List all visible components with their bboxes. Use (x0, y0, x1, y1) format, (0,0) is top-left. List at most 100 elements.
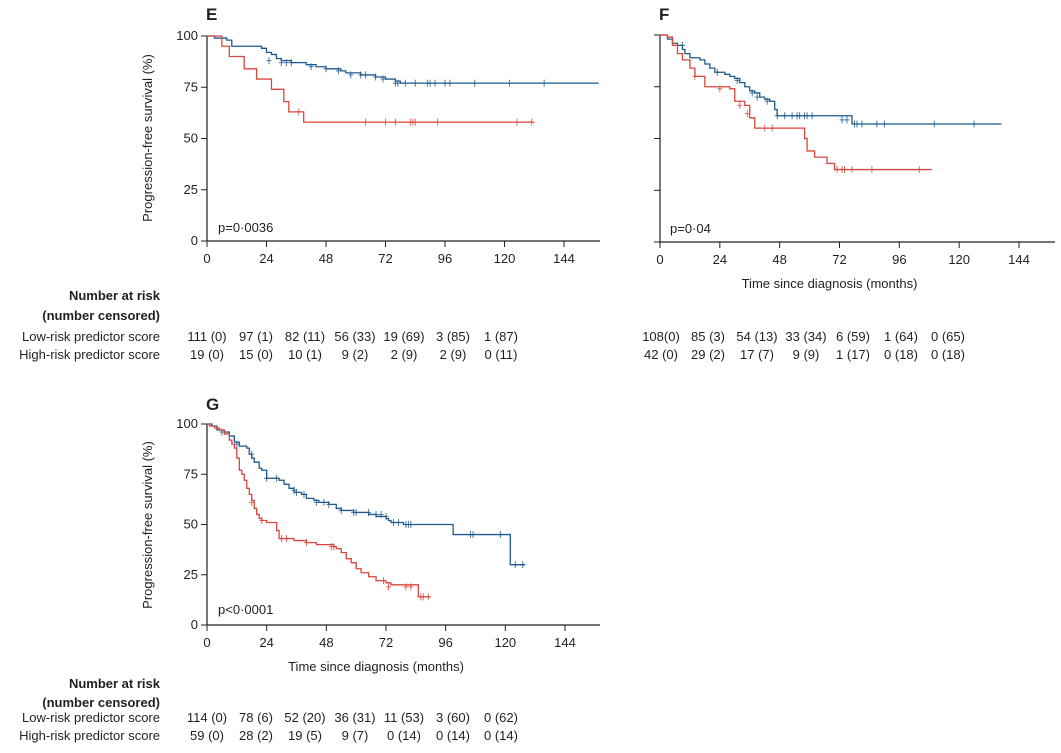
risk-row-label: Low-risk predictor score (22, 329, 160, 344)
risk-row-label: High-risk predictor score (19, 728, 160, 743)
risk-row-label: Low-risk predictor score (22, 710, 160, 725)
risk-table-e: Number at risk (number censored) Low-risk … (19, 288, 518, 362)
x-tick-label: 48 (319, 635, 333, 650)
y-tick-label: 25 (184, 182, 198, 197)
low-risk-curve (207, 423, 526, 566)
high-risk-curve (207, 35, 535, 123)
y-axis-label: Progression-free survival (%) (140, 54, 155, 222)
risk-cell: 0 (14) (387, 728, 421, 743)
risk-cell: 19 (5) (288, 728, 322, 743)
risk-cell: 3 (60) (436, 710, 470, 725)
risk-table-header: Number at risk (69, 676, 161, 691)
risk-cell: 11 (53) (384, 710, 424, 725)
x-tick-label: 96 (438, 635, 452, 650)
x-axis-label: Time since diagnosis (months) (742, 276, 918, 291)
risk-cell: 56 (33) (334, 329, 375, 344)
p-value-annotation: p=0·0036 (218, 220, 273, 235)
x-tick-label: 0 (203, 251, 210, 266)
risk-cell: 2 (9) (391, 347, 418, 362)
risk-cell: 0 (18) (931, 347, 965, 362)
risk-cell: 19 (0) (190, 347, 224, 362)
risk-cell: 0 (65) (931, 329, 965, 344)
risk-cell: 111 (0) (187, 329, 226, 344)
y-tick-label: 0 (191, 617, 198, 632)
risk-cell: 2 (9) (440, 347, 467, 362)
y-tick-label: 50 (184, 517, 198, 532)
risk-cell: 0 (14) (436, 728, 470, 743)
risk-cell: 9 (2) (342, 347, 369, 362)
high-risk-curve (207, 423, 431, 598)
y-tick-label: 0 (191, 233, 198, 248)
x-tick-label: 24 (259, 251, 273, 266)
risk-cell: 10 (1) (288, 347, 322, 362)
y-tick-label: 75 (184, 79, 198, 94)
risk-table-subheader: (number censored) (42, 695, 160, 710)
risk-cell: 1 (87) (484, 329, 518, 344)
low-risk-curve (660, 34, 1002, 125)
x-tick-label: 72 (378, 251, 392, 266)
risk-cell: 0 (18) (884, 347, 918, 362)
risk-cell: 3 (85) (436, 329, 470, 344)
risk-cell: 28 (2) (239, 728, 273, 743)
p-value-annotation: p=0·04 (670, 221, 711, 236)
low-risk-curve (207, 35, 599, 84)
y-tick-label: 100 (176, 28, 198, 43)
y-tick-label: 25 (184, 567, 198, 582)
risk-cell: 19 (69) (383, 329, 424, 344)
x-axis-label: Time since diagnosis (months) (288, 659, 464, 674)
y-tick-label: 50 (184, 131, 198, 146)
y-tick-label: 100 (176, 416, 198, 431)
x-tick-label: 120 (494, 251, 516, 266)
x-tick-label: 72 (379, 635, 393, 650)
risk-table-header: Number at risk (69, 288, 161, 303)
risk-cell: 108(0) (642, 329, 680, 344)
x-tick-label: 0 (203, 635, 210, 650)
panel-letter: E (206, 5, 217, 24)
risk-cell: 1 (17) (836, 347, 870, 362)
chart-panel-g: G 0 25 50 75 100 0 24 48 72 96 120 144 Progression-fr… (140, 395, 600, 674)
risk-cell: 59 (0) (190, 728, 224, 743)
risk-cell: 85 (3) (691, 329, 725, 344)
panel-letter: G (206, 395, 219, 414)
x-tick-label: 144 (553, 251, 575, 266)
high-risk-curve (660, 34, 932, 171)
x-tick-label: 144 (554, 635, 576, 650)
x-tick-label: 72 (832, 252, 846, 267)
risk-cell: 33 (34) (785, 329, 826, 344)
risk-cell: 6 (59) (836, 329, 870, 344)
y-axis-label: Progression-free survival (%) (140, 441, 155, 609)
panel-letter: F (659, 5, 669, 24)
risk-cell: 42 (0) (644, 347, 678, 362)
x-tick-label: 24 (259, 635, 273, 650)
x-tick-label: 48 (772, 252, 786, 267)
x-tick-label: 96 (892, 252, 906, 267)
risk-cell: 9 (9) (793, 347, 820, 362)
x-tick-label: 0 (656, 252, 663, 267)
risk-table-g: Number at risk (number censored)Low-risk … (19, 676, 518, 743)
chart-panel-e: E 0 25 50 75 100 0 24 48 72 96 120 144 Progression-fr… (140, 5, 600, 266)
chart-panel-f: F 0 24 48 72 96 120 144 Time since diagnosis (mo… (654, 5, 1055, 291)
x-tick-label: 96 (438, 251, 452, 266)
risk-cell: 1 (64) (884, 329, 918, 344)
risk-cell: 0 (14) (484, 728, 518, 743)
risk-cell: 82 (11) (285, 329, 325, 344)
risk-cell: 78 (6) (239, 710, 273, 725)
risk-cell: 9 (7) (342, 728, 369, 743)
risk-cell: 17 (7) (740, 347, 774, 362)
risk-cell: 97 (1) (239, 329, 273, 344)
x-tick-label: 48 (319, 251, 333, 266)
risk-cell: 0 (62) (484, 710, 518, 725)
risk-cell: 52 (20) (284, 710, 325, 725)
risk-cell: 54 (13) (736, 329, 777, 344)
x-tick-label: 144 (1008, 252, 1030, 267)
y-tick-label: 75 (184, 466, 198, 481)
x-tick-label: 120 (948, 252, 970, 267)
x-tick-label: 120 (494, 635, 516, 650)
risk-table-subheader: (number censored) (42, 308, 160, 323)
risk-row-label: High-risk predictor score (19, 347, 160, 362)
risk-cell: 29 (2) (691, 347, 725, 362)
risk-cell: 15 (0) (239, 347, 273, 362)
risk-cell: 114 (0) (187, 710, 227, 725)
x-tick-label: 24 (713, 252, 727, 267)
